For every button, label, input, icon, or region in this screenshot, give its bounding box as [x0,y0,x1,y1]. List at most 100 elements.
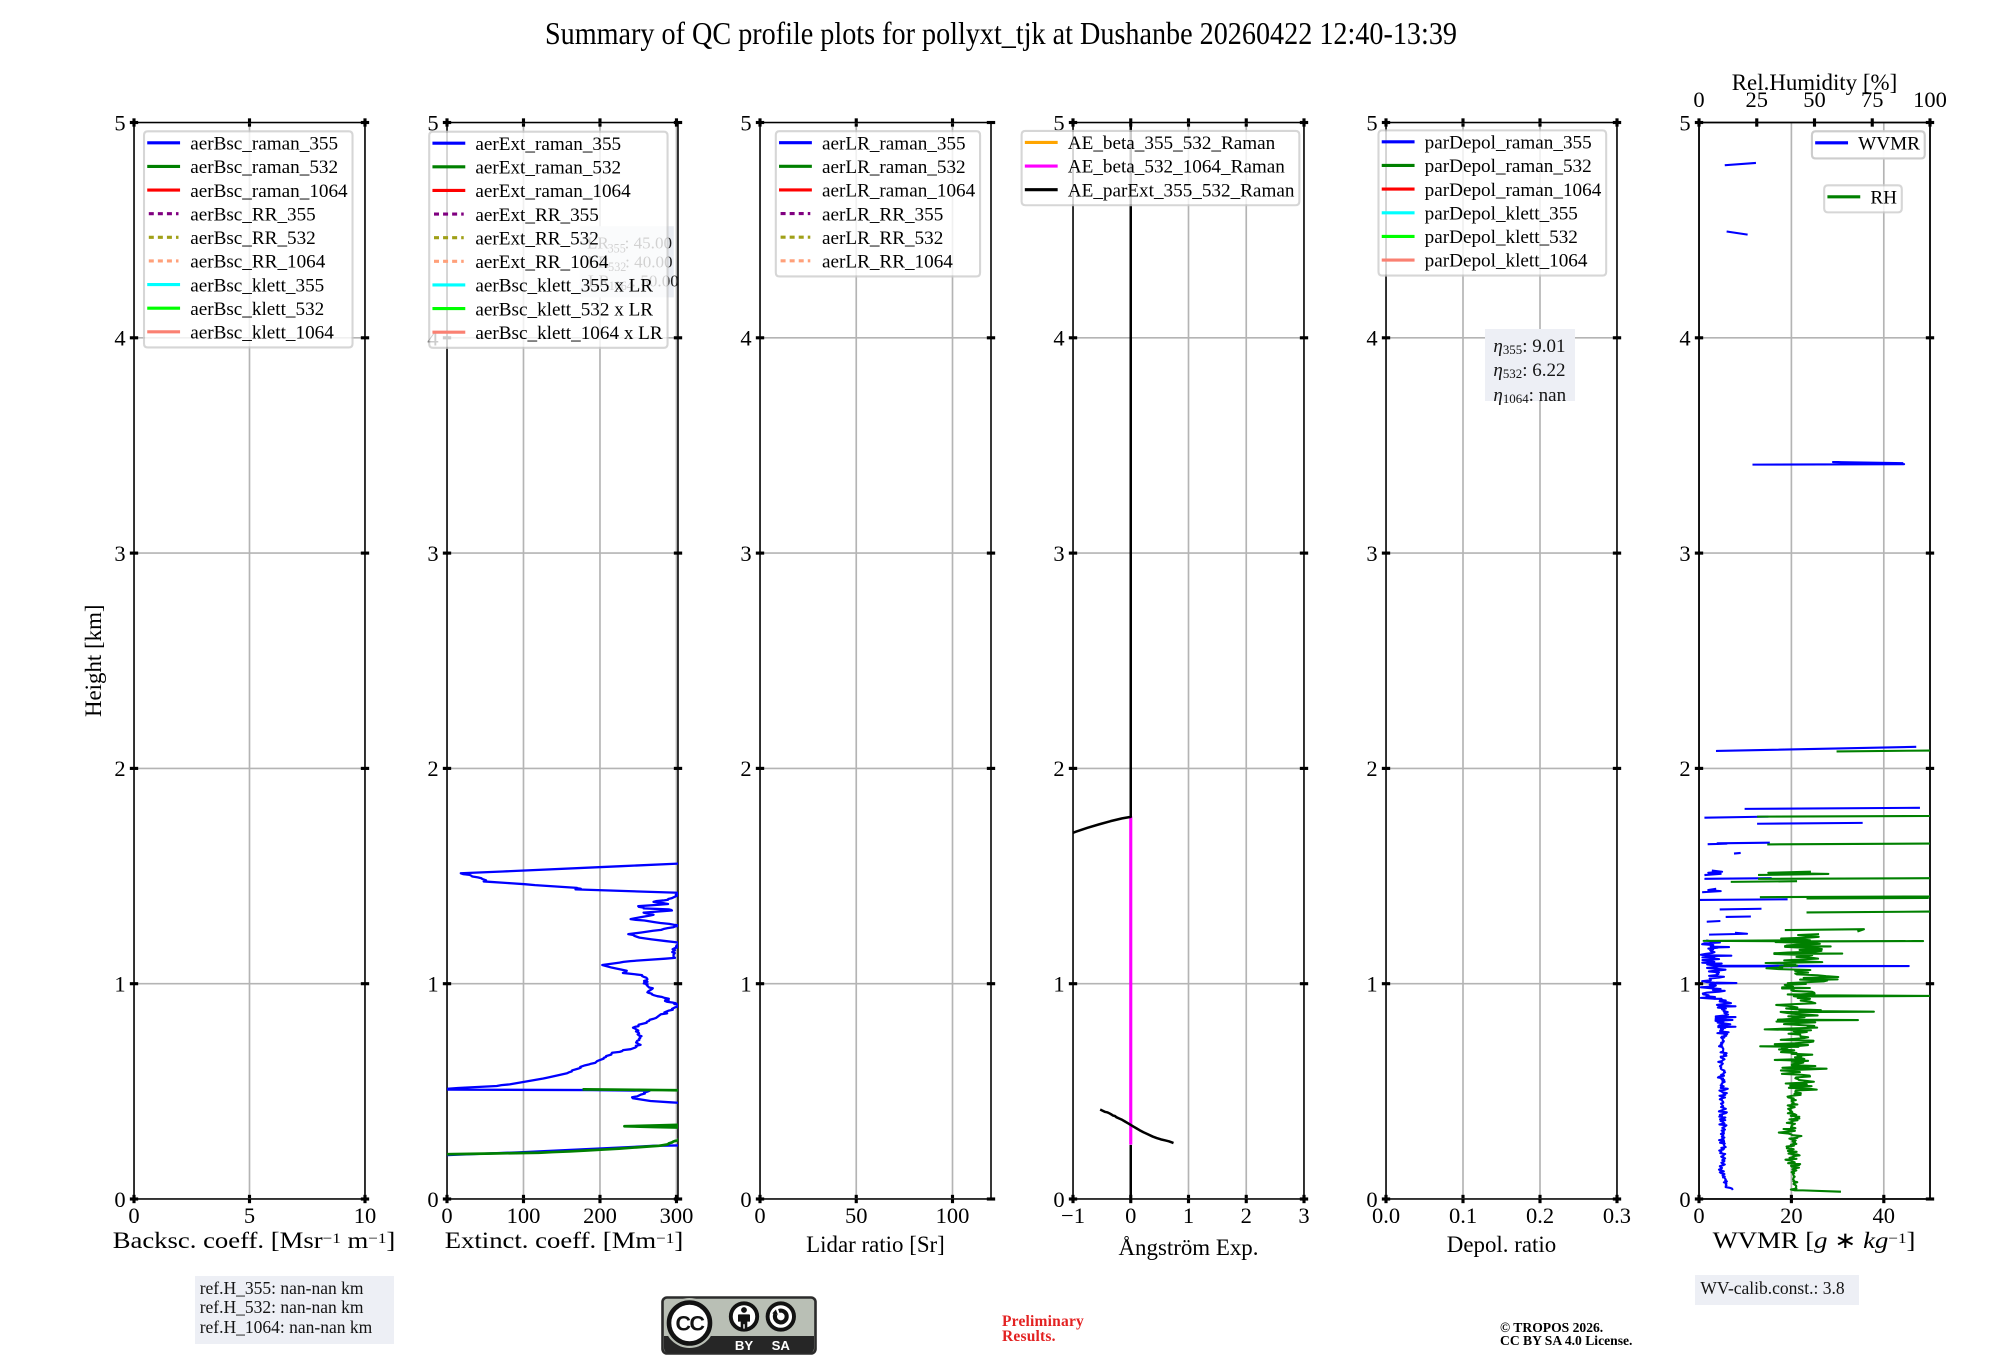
svg-text:5: 5 [1366,110,1377,135]
svg-text:1: 1 [1366,972,1377,997]
svg-text:CC: CC [675,1312,704,1336]
svg-text:3: 3 [740,541,751,566]
svg-text:aerLR_RR_1064: aerLR_RR_1064 [822,252,953,273]
svg-text:3: 3 [1053,541,1064,566]
svg-text:0: 0 [128,1203,139,1228]
svg-text:0: 0 [441,1203,452,1228]
svg-text:1: 1 [740,972,751,997]
svg-text:aerBsc_raman_532: aerBsc_raman_532 [190,157,338,178]
svg-text:aerBsc_klett_532 x LR: aerBsc_klett_532 x LR [475,299,653,320]
svg-text:5: 5 [244,1203,255,1228]
svg-text:25: 25 [1746,87,1769,112]
svg-text:0: 0 [1125,1203,1136,1228]
svg-text:AE_parExt_355_532_Raman: AE_parExt_355_532_Raman [1068,180,1295,201]
svg-text:parDepol_klett_1064: parDepol_klett_1064 [1425,251,1588,272]
svg-text:3: 3 [1298,1203,1309,1228]
svg-text:aerLR_raman_355: aerLR_raman_355 [822,133,966,154]
svg-text:Height [km]: Height [km] [81,604,106,717]
svg-text:aerBsc_RR_355: aerBsc_RR_355 [190,204,316,225]
svg-text:2: 2 [1241,1203,1252,1228]
svg-text:0.3: 0.3 [1603,1203,1631,1228]
svg-text:3: 3 [427,541,438,566]
svg-text:aerBsc_klett_355: aerBsc_klett_355 [190,275,324,296]
svg-text:aerBsc_klett_1064 x LR: aerBsc_klett_1064 x LR [475,323,662,344]
svg-text:parDepol_raman_355: parDepol_raman_355 [1425,133,1592,154]
svg-text:100: 100 [936,1203,970,1228]
svg-text:2: 2 [1053,756,1064,781]
svg-text:0: 0 [1679,1187,1690,1212]
svg-text:1: 1 [427,972,438,997]
svg-text:aerExt_RR_532: aerExt_RR_532 [475,228,598,249]
svg-text:0: 0 [1053,1187,1064,1212]
svg-text:aerBsc_raman_1064: aerBsc_raman_1064 [190,181,348,202]
svg-text:aerExt_RR_1064: aerExt_RR_1064 [475,252,608,273]
svg-text:1: 1 [1183,1203,1194,1228]
svg-text:Depol. ratio: Depol. ratio [1447,1232,1556,1257]
svg-text:5: 5 [114,110,125,135]
svg-text:aerLR_raman_532: aerLR_raman_532 [822,157,966,178]
svg-text:40: 40 [1873,1203,1896,1228]
svg-text:50: 50 [1803,87,1826,112]
svg-text:4: 4 [114,326,125,351]
svg-text:2: 2 [740,756,751,781]
svg-text:0: 0 [740,1187,751,1212]
svg-text:75: 75 [1861,87,1884,112]
svg-text:0.2: 0.2 [1526,1203,1554,1228]
svg-text:−1: −1 [1061,1203,1085,1228]
svg-text:aerExt_raman_532: aerExt_raman_532 [475,158,621,179]
svg-text:100: 100 [507,1203,541,1228]
svg-text:1: 1 [114,972,125,997]
svg-text:10: 10 [354,1203,377,1228]
svg-text:1: 1 [1053,972,1064,997]
svg-text:3: 3 [1366,541,1377,566]
svg-text:aerBsc_klett_1064: aerBsc_klett_1064 [190,323,334,344]
svg-text:2: 2 [427,756,438,781]
svg-text:Ångström Exp.: Ångström Exp. [1119,1235,1259,1260]
svg-text:Rel.Humidity [%]: Rel.Humidity [%] [1732,70,1897,95]
svg-text:aerBsc_RR_532: aerBsc_RR_532 [190,228,316,249]
svg-text:5: 5 [1679,110,1690,135]
svg-text:5: 5 [740,110,751,135]
svg-text:AE_beta_532_1064_Raman: AE_beta_532_1064_Raman [1068,157,1285,178]
svg-text:aerBsc_klett_355 x LR: aerBsc_klett_355 x LR [475,276,653,297]
svg-text:0.1: 0.1 [1449,1203,1477,1228]
svg-text:aerBsc_raman_355: aerBsc_raman_355 [190,134,338,155]
svg-text:200: 200 [583,1203,617,1228]
svg-text:2: 2 [1366,756,1377,781]
svg-text:20: 20 [1780,1203,1803,1228]
svg-text:aerExt_raman_1064: aerExt_raman_1064 [475,181,631,202]
svg-text:BY: BY [735,1338,754,1353]
svg-text:parDepol_raman_532: parDepol_raman_532 [1425,156,1592,177]
svg-text:0.0: 0.0 [1372,1203,1400,1228]
svg-text:4: 4 [1053,326,1064,351]
svg-text:parDepol_klett_532: parDepol_klett_532 [1425,227,1578,248]
svg-text:0: 0 [114,1187,125,1212]
svg-text:5: 5 [427,110,438,135]
svg-text:aerBsc_klett_532: aerBsc_klett_532 [190,299,324,320]
svg-text:0: 0 [427,1187,438,1212]
svg-text:300: 300 [660,1203,694,1228]
svg-text:Lidar ratio [Sr]: Lidar ratio [Sr] [806,1232,945,1257]
svg-text:0: 0 [1693,87,1704,112]
svg-text:2: 2 [1679,756,1690,781]
svg-text:WVMR: WVMR [1858,134,1920,155]
svg-text:SA: SA [772,1338,791,1353]
svg-text:aerLR_RR_355: aerLR_RR_355 [822,204,943,225]
svg-text:aerLR_raman_1064: aerLR_raman_1064 [822,181,976,202]
svg-text:100: 100 [1913,87,1947,112]
svg-text:aerBsc_RR_1064: aerBsc_RR_1064 [190,252,326,273]
svg-text:4: 4 [740,326,751,351]
svg-text:parDepol_raman_1064: parDepol_raman_1064 [1425,180,1602,201]
svg-text:50: 50 [845,1203,868,1228]
svg-text:3: 3 [1679,541,1690,566]
svg-text:aerExt_RR_355: aerExt_RR_355 [475,205,598,226]
svg-text:5: 5 [1053,110,1064,135]
svg-text:1: 1 [1679,972,1690,997]
svg-text:3: 3 [114,541,125,566]
svg-text:2: 2 [114,756,125,781]
svg-text:4: 4 [1679,326,1690,351]
svg-text:aerLR_RR_532: aerLR_RR_532 [822,228,943,249]
svg-text:0: 0 [1366,1187,1377,1212]
svg-text:RH: RH [1870,188,1897,209]
svg-text:0: 0 [754,1203,765,1228]
